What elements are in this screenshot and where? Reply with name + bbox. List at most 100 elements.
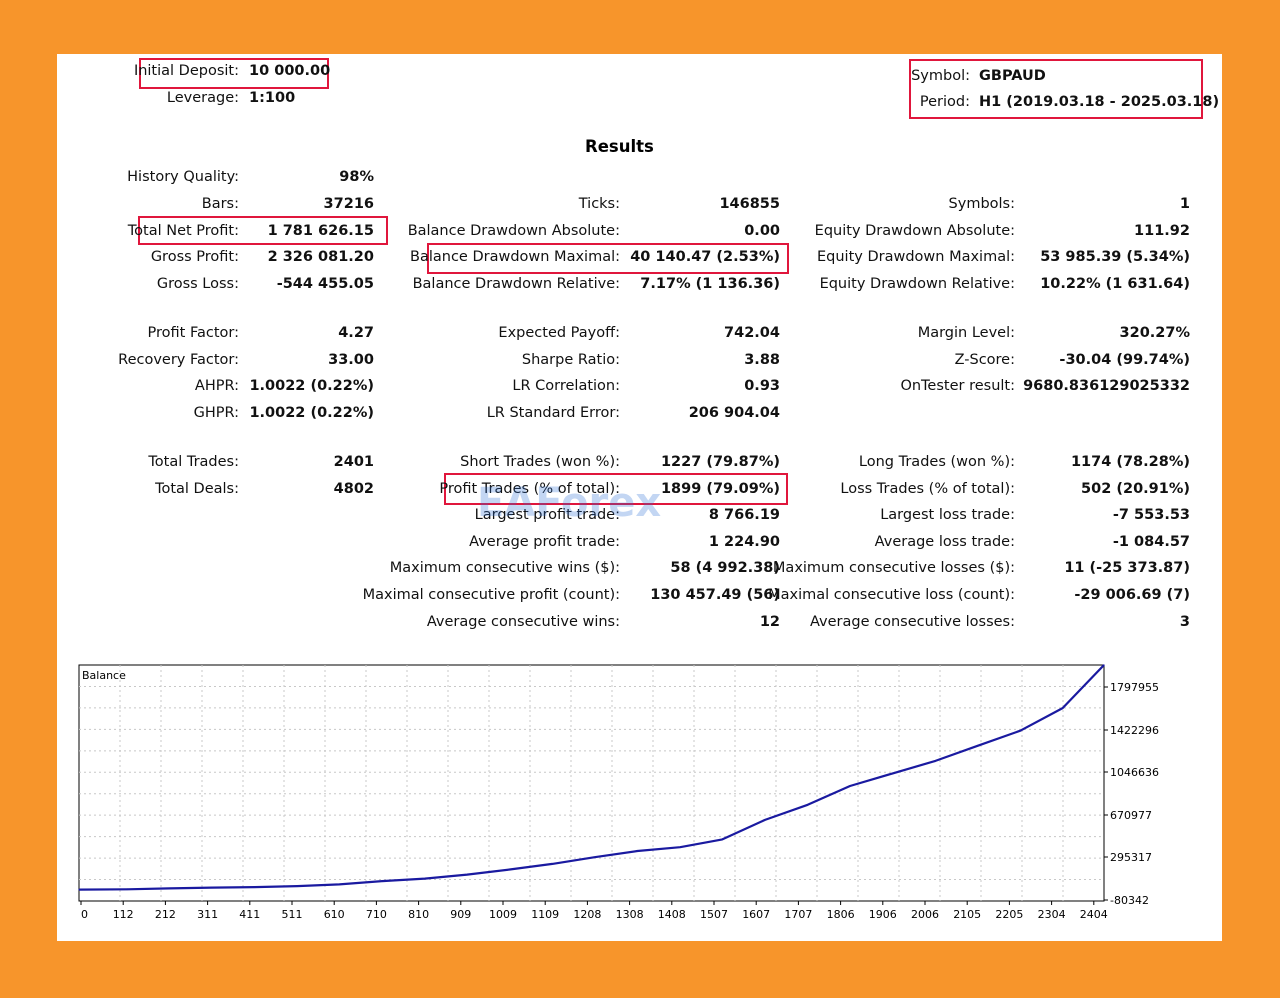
balance-data-point	[934, 760, 936, 762]
total-trades-value: 2401	[333, 454, 374, 470]
chart-y-tick-label: 1422296	[1110, 724, 1159, 737]
total-deals-label: Total Deals:	[155, 481, 239, 497]
balance-data-point	[253, 886, 256, 888]
loss-trades-of-total-label: Loss Trades (% of total):	[840, 481, 1015, 497]
total-trades-label: Total Trades:	[148, 454, 239, 470]
equity-drawdown-absolute-label: Equity Drawdown Absolute:	[814, 223, 1015, 239]
gross-profit-label: Gross Profit:	[150, 249, 239, 265]
balance-drawdown-maximal-highlight	[427, 243, 789, 274]
profit-trades-highlight	[444, 473, 788, 505]
chart-x-tick-label: 810	[408, 908, 429, 921]
average-consecutive-wins-value: 12	[759, 614, 780, 630]
balance-data-point	[721, 838, 723, 840]
ghpr-value: 1.0022 (0.22%)	[249, 405, 374, 421]
chart-x-tick-label: 1507	[700, 908, 728, 921]
z-score-label: Z-Score:	[954, 352, 1015, 368]
average-profit-trade-label: Average profit trade:	[469, 534, 620, 550]
equity-drawdown-absolute-value: 111.92	[1134, 223, 1190, 239]
balance-data-point	[296, 885, 298, 887]
expected-payoff-label: Expected Payoff:	[498, 325, 620, 341]
maximal-consecutive-profit-count-label: Maximal consecutive profit (count):	[362, 587, 620, 603]
bars-label: Bars:	[201, 196, 239, 212]
maximum-consecutive-wins-label: Maximum consecutive wins ($):	[389, 560, 620, 576]
period-value: H1 (2019.03.18 - 2025.03.18)	[979, 94, 1220, 110]
chart-y-tick-label: 1797955	[1110, 681, 1159, 694]
balance-data-point	[126, 888, 128, 890]
profit-factor-label: Profit Factor:	[147, 325, 239, 341]
chart-x-tick-label: 1408	[658, 908, 686, 921]
gross-profit-value: 2 326 081.20	[267, 249, 374, 265]
balance-data-point	[509, 868, 511, 871]
sharpe-ratio-value: 3.88	[744, 352, 780, 368]
long-trades-won-value: 1174 (78.28%)	[1070, 454, 1190, 470]
loss-trades-of-total-value: 502 (20.91%)	[1081, 481, 1190, 497]
balance-data-point	[807, 804, 809, 806]
balance-data-point	[466, 873, 468, 876]
balance-data-point	[551, 863, 554, 865]
chart-x-tick-label: 1707	[784, 908, 812, 921]
balance-drawdown-absolute-label: Balance Drawdown Absolute:	[407, 223, 620, 239]
short-trades-won-value: 1227 (79.87%)	[660, 454, 780, 470]
symbols-value: 1	[1179, 196, 1190, 212]
maximum-consecutive-losses-label: Maximum consecutive losses ($):	[772, 560, 1015, 576]
balance-data-point	[78, 889, 80, 891]
chart-x-tick-label: 411	[239, 908, 260, 921]
gross-loss-value: -544 455.05	[276, 276, 374, 292]
balance-data-point	[977, 745, 979, 747]
chart-y-tick-label: 1046636	[1110, 766, 1159, 779]
balance-data-point	[1019, 730, 1021, 732]
long-trades-won-label: Long Trades (won %):	[858, 454, 1015, 470]
chart-x-tick-label: 112	[113, 908, 134, 921]
chart-x-tick-label: 610	[324, 908, 345, 921]
average-consecutive-losses-label: Average consecutive losses:	[809, 614, 1015, 630]
period-label: Period:	[919, 94, 970, 110]
recovery-factor-value: 33.00	[328, 352, 374, 368]
lr-standard-error-label: LR Standard Error:	[486, 405, 620, 421]
balance-data-point	[424, 877, 426, 880]
history-quality-label: History Quality:	[127, 169, 239, 185]
sharpe-ratio-label: Sharpe Ratio:	[521, 352, 620, 368]
chart-title: Balance	[82, 669, 126, 682]
chart-x-tick-label: 511	[282, 908, 303, 921]
balance-data-point	[381, 880, 383, 882]
profit-factor-value: 4.27	[338, 325, 374, 341]
equity-drawdown-maximal-value: 53 985.39 (5.34%)	[1040, 249, 1190, 265]
equity-drawdown-relative-value: 10.22% (1 631.64)	[1040, 276, 1190, 292]
initial-deposit-value: 10 000.00	[249, 63, 331, 79]
ghpr-label: GHPR:	[193, 405, 239, 421]
lr-standard-error-value: 206 904.04	[688, 405, 780, 421]
chart-x-tick-label: 710	[366, 908, 387, 921]
chart-x-tick-label: 1607	[742, 908, 770, 921]
symbol-value: GBPAUD	[979, 68, 1046, 84]
balance-data-point	[338, 883, 341, 885]
balance-data-point	[594, 856, 596, 858]
average-profit-trade-value: 1 224.90	[708, 534, 780, 550]
largest-loss-trade-value: -7 553.53	[1112, 507, 1190, 523]
chart-x-tick-label: 1109	[531, 908, 559, 921]
symbols-label: Symbols:	[948, 196, 1015, 212]
chart-x-tick-label: 1009	[489, 908, 517, 921]
balance-data-point	[211, 887, 213, 889]
maximal-consecutive-loss-count-label: Maximal consecutive loss (count):	[768, 587, 1015, 603]
results-heading: Results	[585, 137, 654, 156]
net-profit-highlight	[138, 216, 388, 245]
history-quality-value: 98%	[339, 169, 374, 185]
chart-x-tick-label: 1806	[827, 908, 855, 921]
chart-x-tick-label: 212	[155, 908, 176, 921]
average-consecutive-wins-label: Average consecutive wins:	[426, 614, 620, 630]
short-trades-won-label: Short Trades (won %):	[460, 454, 620, 470]
symbol-label: Symbol:	[911, 68, 970, 84]
ontester-result-label: OnTester result:	[900, 378, 1015, 394]
ticks-label: Ticks:	[578, 196, 620, 212]
chart-x-tick-label: 2006	[911, 908, 939, 921]
balance-data-point	[636, 850, 638, 852]
chart-plot-area	[78, 664, 1105, 902]
balance-drawdown-relative-label: Balance Drawdown Relative:	[412, 276, 620, 292]
balance-drawdown-maximal-label: Balance Drawdown Maximal:	[410, 249, 620, 265]
ahpr-value: 1.0022 (0.22%)	[249, 378, 374, 394]
chart-y-tick-label: 670977	[1110, 809, 1152, 822]
average-loss-trade-value: -1 084.57	[1112, 534, 1190, 550]
report-panel: Initial Deposit: 10 000.00 Leverage: 1:1…	[57, 54, 1222, 941]
balance-data-point	[1061, 707, 1064, 709]
